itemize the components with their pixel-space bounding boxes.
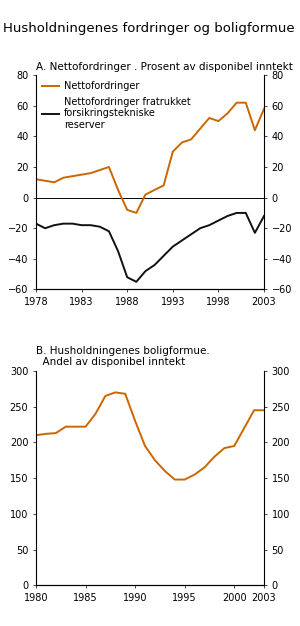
Text: B. Husholdningenes boligformue.
  Andel av disponibel inntekt: B. Husholdningenes boligformue. Andel av… <box>36 346 210 367</box>
Text: Husholdningenes fordringer og boligformue: Husholdningenes fordringer og boligformu… <box>3 22 295 35</box>
Legend: Nettofordringer, Nettofordringer fratrukket
forsikringstekniske
reserver: Nettofordringer, Nettofordringer fratruk… <box>41 80 192 131</box>
Text: A. Nettofordringer . Prosent av disponibel inntekt: A. Nettofordringer . Prosent av disponib… <box>36 61 293 71</box>
